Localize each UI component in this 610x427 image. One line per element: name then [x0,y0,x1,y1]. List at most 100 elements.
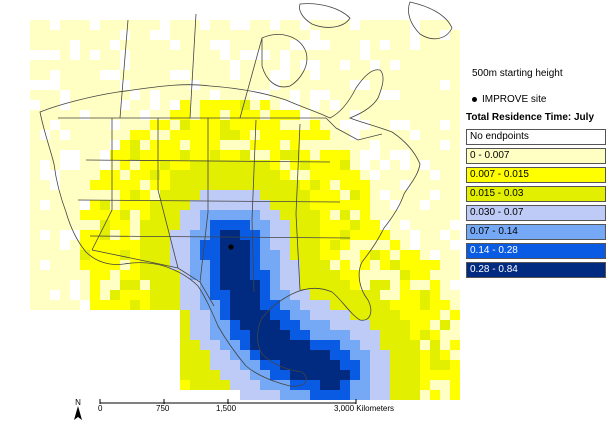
grid-cell [320,50,330,60]
grid-cell [190,180,200,190]
grid-cell [200,380,210,390]
grid-cell [370,340,380,350]
grid-cell [400,20,410,30]
grid-cell [280,200,290,210]
grid-cell [270,50,280,60]
grid-cell [420,250,430,260]
grid-cell [130,30,140,40]
grid-cell [270,170,280,180]
grid-cell [210,350,220,360]
grid-cell [430,360,440,370]
grid-cell [260,210,270,220]
grid-cell [50,280,60,290]
grid-cell [260,270,270,280]
grid-cell [80,280,90,290]
grid-cell [80,230,90,240]
grid-cell [90,100,100,110]
grid-cell [290,340,300,350]
grid-cell [80,220,90,230]
grid-cell [250,120,260,130]
grid-cell [380,150,390,160]
grid-cell [390,80,400,90]
grid-cell [430,280,440,290]
grid-cell [390,230,400,240]
grid-cell [50,150,60,160]
grid-cell [200,180,210,190]
grid-cell [270,30,280,40]
grid-cell [410,270,420,280]
grid-cell [410,350,420,360]
grid-cell [330,340,340,350]
grid-cell [190,140,200,150]
grid-cell [280,220,290,230]
grid-cell [370,250,380,260]
grid-cell [270,350,280,360]
grid-cell [350,50,360,60]
grid-cell [240,260,250,270]
scale-tick-3000: 3,000 Kilometers [334,404,395,413]
grid-cell [270,40,280,50]
grid-cell [310,390,320,400]
grid-cell [290,320,300,330]
grid-cell [90,160,100,170]
grid-cell [170,260,180,270]
grid-cell [210,30,220,40]
grid-cell [110,50,120,60]
grid-cell [270,380,280,390]
residence-time-map [30,1,460,400]
grid-cell [330,330,340,340]
grid-cell [150,240,160,250]
state-line-5 [295,123,301,291]
state-line-2 [157,118,179,269]
grid-cell [210,380,220,390]
grid-cell [310,290,320,300]
grid-cell [340,70,350,80]
grid-cell [430,60,440,70]
grid-cell [270,180,280,190]
grid-cell [220,160,230,170]
grid-cell [420,180,430,190]
grid-cell [60,260,70,270]
grid-cell [160,280,170,290]
grid-cell [180,370,190,380]
grid-cell [430,390,440,400]
grid-cell [240,280,250,290]
grid-cell [260,380,270,390]
grid-cell [400,40,410,50]
grid-cell [160,110,170,120]
grid-cell [390,370,400,380]
grid-cell [390,280,400,290]
grid-cell [220,290,230,300]
grid-cell [100,90,110,100]
grid-cell [140,170,150,180]
grid-cell [330,180,340,190]
grid-cell [390,190,400,200]
grid-cell [390,390,400,400]
grid-cell [210,80,220,90]
legend-title: Total Residence Time: July [466,112,595,123]
grid-cell [420,50,430,60]
grid-cell [280,170,290,180]
grid-cell [260,140,270,150]
grid-cell [410,70,420,80]
grid-cell [300,350,310,360]
grid-cell [130,20,140,30]
grid-cell [130,50,140,60]
grid-cell [380,130,390,140]
grid-cell [270,280,280,290]
grid-cell [30,20,40,30]
grid-cell [420,300,430,310]
grid-cell [230,30,240,40]
grid-cell [80,30,90,40]
grid-cell [80,90,90,100]
grid-cell [200,290,210,300]
grid-cell [90,300,100,310]
grid-cell [60,220,70,230]
grid-cell [190,320,200,330]
grid-cell [160,130,170,140]
grid-cell [210,270,220,280]
grid-cell [330,80,340,90]
grid-cell [440,70,450,80]
grid-cell [330,210,340,220]
grid-cell [70,120,80,130]
